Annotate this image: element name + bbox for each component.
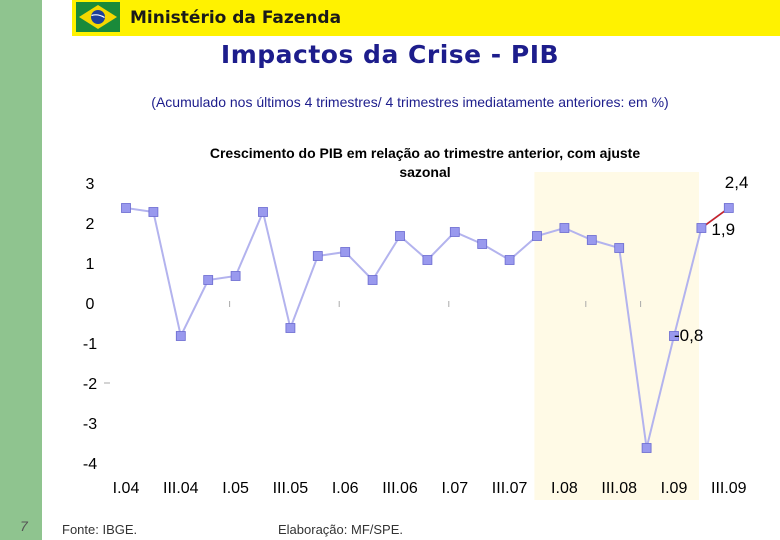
y-tick-label: 3 bbox=[86, 176, 95, 193]
data-point-marker bbox=[148, 207, 159, 217]
data-point-marker bbox=[504, 255, 515, 265]
page-subtitle: (Acumulado nos últimos 4 trimestres/ 4 t… bbox=[151, 94, 669, 110]
data-point-marker bbox=[532, 231, 542, 241]
y-tick-label: -1 bbox=[83, 336, 97, 353]
gdp-growth-line-chart: Crescimento do PIB em relação ao trimest… bbox=[83, 145, 749, 500]
data-point-marker bbox=[449, 227, 460, 237]
y-tick-label: 1 bbox=[86, 256, 95, 273]
left-band bbox=[0, 0, 42, 540]
data-point-marker bbox=[723, 203, 734, 213]
data-point-marker bbox=[586, 235, 597, 245]
x-tick-label: III.08 bbox=[601, 480, 637, 497]
header-bar bbox=[72, 0, 780, 36]
chart-title-line2: sazonal bbox=[399, 164, 450, 180]
data-point-marker bbox=[175, 331, 186, 341]
page-title: Impactos da Crise - PIB bbox=[220, 40, 560, 69]
slide-number: 7 bbox=[20, 518, 28, 534]
y-tick-label: -2 bbox=[83, 376, 97, 393]
y-tick-label: -3 bbox=[83, 416, 97, 433]
data-point-marker bbox=[559, 223, 570, 233]
data-point-marker bbox=[203, 275, 214, 285]
x-tick-label: III.06 bbox=[382, 480, 418, 497]
x-tick-label: I.04 bbox=[113, 480, 140, 497]
x-tick-label: I.08 bbox=[551, 480, 578, 497]
brazil-flag-icon bbox=[76, 2, 120, 32]
elaboration-note: Elaboração: MF/SPE. bbox=[278, 522, 403, 537]
data-point-marker bbox=[477, 239, 488, 249]
source-note: Fonte: IBGE. bbox=[62, 522, 138, 537]
data-label: -0,8 bbox=[674, 326, 703, 345]
y-tick-label: 2 bbox=[86, 216, 95, 233]
data-label: 1,9 bbox=[711, 220, 735, 239]
chart-title-line1: Crescimento do PIB em relação ao trimest… bbox=[210, 145, 640, 161]
data-point-marker bbox=[614, 243, 625, 253]
x-tick-label: III.04 bbox=[163, 480, 199, 497]
y-tick-label: -4 bbox=[83, 456, 97, 473]
y-tick-label: 0 bbox=[86, 296, 95, 313]
ministry-name: Ministério da Fazenda bbox=[130, 8, 342, 28]
data-label: 2,4 bbox=[725, 173, 749, 192]
data-point-marker bbox=[312, 251, 323, 261]
data-point-marker bbox=[367, 275, 378, 285]
data-point-marker bbox=[121, 203, 131, 213]
x-tick-label: I.07 bbox=[441, 480, 468, 497]
x-tick-label: I.05 bbox=[222, 480, 249, 497]
x-tick-label: III.09 bbox=[711, 480, 747, 497]
data-point-marker bbox=[230, 271, 241, 281]
x-tick-label: I.09 bbox=[661, 480, 688, 497]
x-tick-label: I.06 bbox=[332, 480, 359, 497]
x-tick-label: III.07 bbox=[492, 480, 528, 497]
data-point-marker bbox=[395, 231, 405, 241]
x-tick-label: III.05 bbox=[273, 480, 309, 497]
data-point-marker bbox=[285, 323, 296, 333]
data-point-marker bbox=[422, 255, 433, 265]
data-point-marker bbox=[696, 223, 707, 233]
data-point-marker bbox=[669, 331, 679, 341]
data-point-marker bbox=[258, 207, 268, 217]
data-point-marker bbox=[641, 443, 652, 453]
data-point-marker bbox=[340, 247, 351, 257]
